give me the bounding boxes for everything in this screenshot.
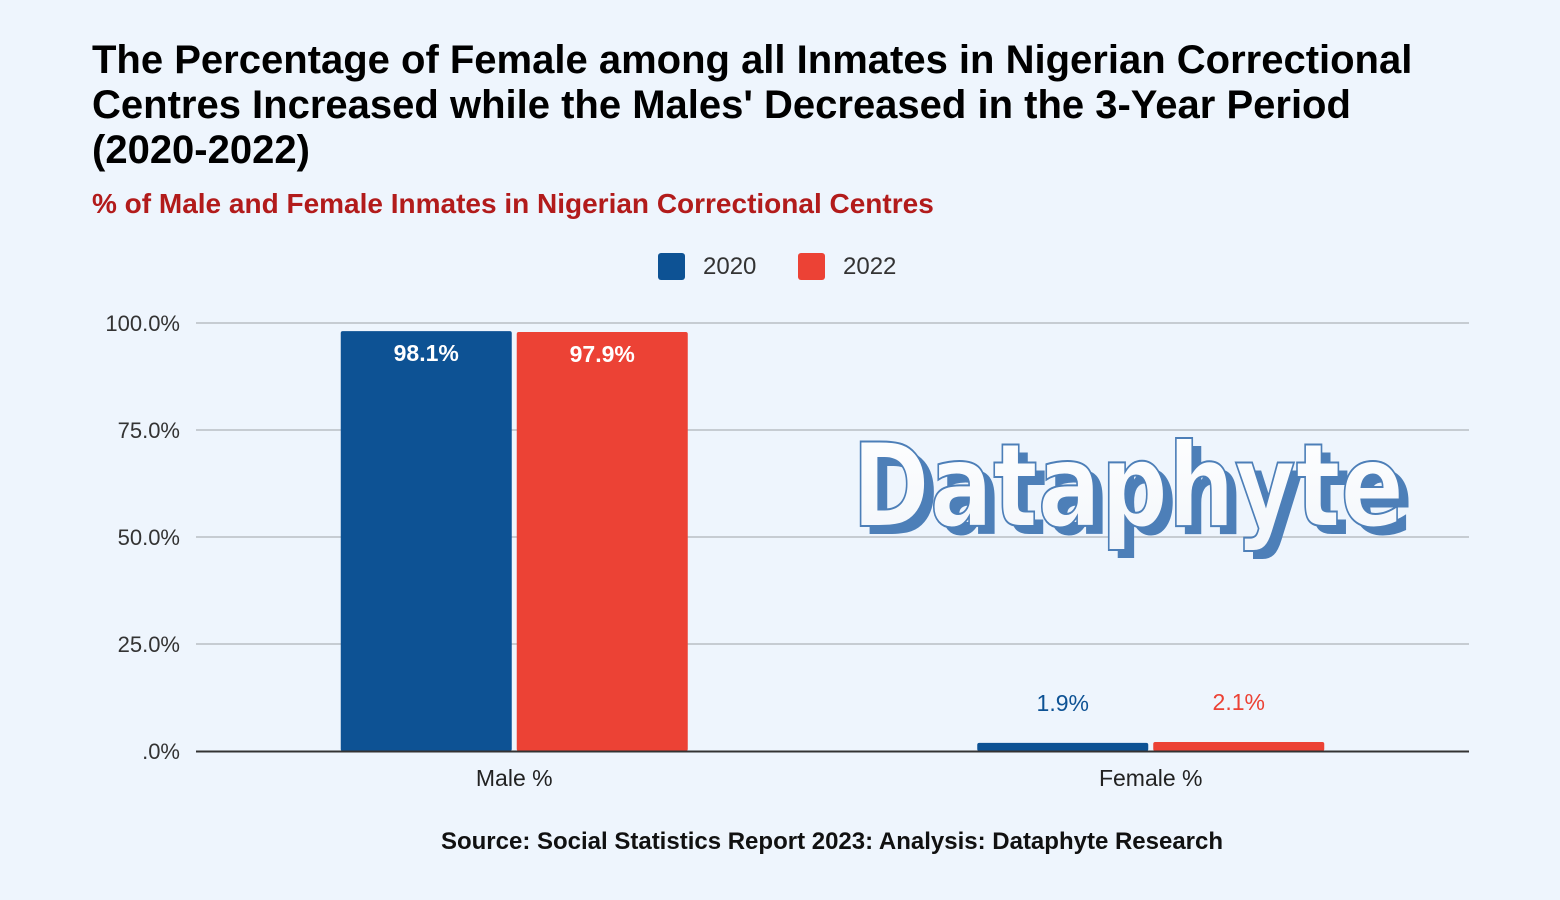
x-tick-label: Male % — [476, 765, 553, 791]
legend-swatch-2022 — [798, 253, 825, 280]
watermark-shadow: Dataphyte — [861, 427, 1413, 562]
bar-2022-0 — [516, 331, 688, 751]
y-axis-ticks: .0% 25.0% 50.0% 75.0% 100.0% — [105, 311, 180, 764]
watermark-text: Dataphyte — [852, 419, 1404, 554]
bars: 98.1% 97.9% 1.9% 2.1% — [340, 331, 1325, 751]
source-note: Source: Social Statistics Report 2023: A… — [440, 828, 1224, 855]
y-tick-label: 100.0% — [105, 311, 180, 336]
bar-2022-1 — [1153, 742, 1325, 751]
bar-2020-0 — [340, 331, 512, 751]
data-label: 98.1% — [394, 340, 459, 366]
y-tick-label: .0% — [142, 739, 180, 764]
bar-2020-1 — [977, 742, 1149, 751]
legend-label: 2022 — [843, 253, 896, 280]
legend-label: 2020 — [703, 253, 756, 280]
dataphyte-watermark-logo: Dataphyte Dataphyte — [851, 418, 1413, 562]
data-label: 1.9% — [1037, 690, 1089, 716]
x-tick-label: Female % — [1099, 765, 1203, 791]
data-label: 97.9% — [570, 341, 635, 367]
x-axis-ticks: Male % Female % — [476, 765, 1203, 791]
legend-swatch-2020 — [658, 253, 685, 280]
chart-title: The Percentage of Female among all Inmat… — [92, 38, 1413, 172]
data-label: 2.1% — [1213, 689, 1265, 715]
chart-subtitle: % of Male and Female Inmates in Nigerian… — [92, 188, 934, 219]
y-tick-label: 75.0% — [118, 418, 180, 443]
y-tick-label: 50.0% — [118, 525, 180, 550]
legend: 2020 2022 — [658, 253, 896, 280]
y-tick-label: 25.0% — [118, 632, 180, 657]
